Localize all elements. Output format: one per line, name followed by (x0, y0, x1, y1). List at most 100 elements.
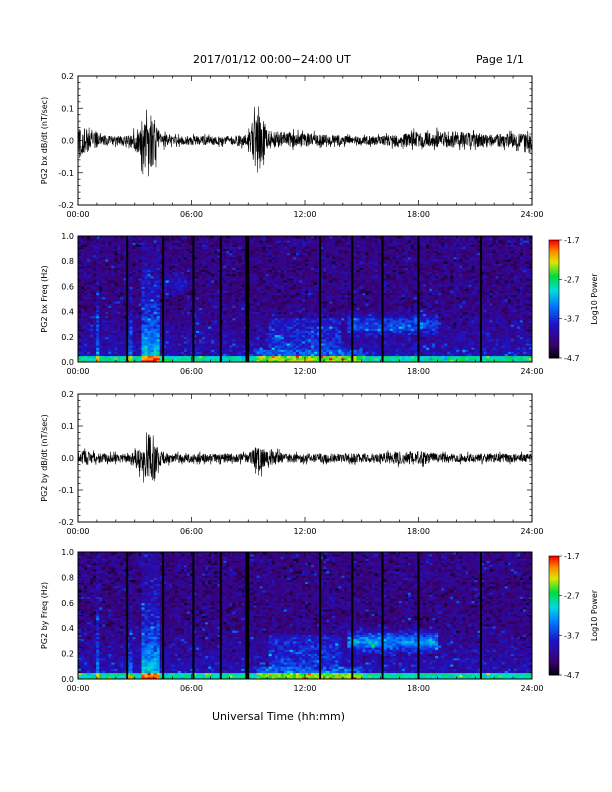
heatmap-cell (174, 248, 179, 252)
heatmap-cell (87, 317, 91, 321)
heatmap-cell (193, 290, 197, 294)
heatmap-cell (165, 315, 170, 319)
heatmap-cell (186, 273, 191, 277)
heatmap-cell (96, 282, 100, 285)
heatmap-cell (165, 309, 170, 312)
heatmap-cell (81, 299, 85, 302)
heatmap-cell (202, 353, 206, 357)
heatmap-cell (120, 309, 124, 312)
heatmap-cell (186, 334, 191, 338)
heatmap-cell (174, 282, 179, 285)
heatmap-cell (90, 250, 94, 254)
heatmap-cell (183, 355, 188, 359)
heatmap-cell (84, 322, 88, 325)
heatmap-cell (117, 246, 121, 249)
heatmap-cell (144, 347, 149, 350)
heatmap-cell (132, 271, 136, 275)
heatmap-cell (189, 259, 194, 262)
heatmap-cell (159, 309, 164, 312)
heatmap-cell (90, 330, 94, 333)
heatmap-cell (81, 349, 85, 352)
heatmap-cell (99, 278, 103, 281)
heatmap-cell (196, 309, 200, 312)
heatmap-cell (180, 299, 185, 302)
heatmap-cell (120, 336, 124, 340)
heatmap-cell (208, 317, 212, 321)
heatmap-cell (186, 345, 191, 348)
heatmap-cell (144, 355, 149, 359)
heatmap-cell (186, 336, 191, 340)
heatmap-cell (180, 317, 185, 321)
heatmap-cell (87, 275, 91, 279)
heatmap-cell (186, 301, 191, 304)
heatmap-cell (129, 311, 133, 315)
heatmap-cell (186, 267, 191, 270)
heatmap-cell (117, 248, 121, 252)
heatmap-cell (220, 303, 224, 306)
heatmap-cell (211, 351, 215, 354)
heatmap-cell (196, 334, 200, 338)
heatmap-cell (129, 263, 133, 266)
heatmap-cell (147, 244, 152, 247)
heatmap-cell (183, 324, 188, 327)
heatmap-cell (108, 269, 112, 273)
heatmap-cell (214, 273, 218, 277)
heatmap-cell (120, 284, 124, 287)
heatmap-cell (144, 334, 149, 338)
heatmap-cell (117, 317, 121, 321)
heatmap-cell (102, 250, 106, 254)
heatmap-cell (180, 242, 185, 245)
heatmap-cell (193, 269, 197, 273)
heatmap-cell (150, 288, 155, 291)
heatmap-cell (189, 313, 194, 317)
heatmap-cell (180, 267, 185, 270)
heatmap-cell (141, 254, 145, 258)
heatmap-cell (108, 275, 112, 279)
heatmap-cell (208, 351, 212, 354)
heatmap-cell (168, 246, 173, 249)
heatmap-cell (102, 252, 106, 256)
heatmap-cell (147, 351, 152, 354)
heatmap-cell (120, 286, 124, 289)
heatmap-cell (114, 353, 118, 357)
heatmap-cell (165, 252, 170, 256)
heatmap-cell (165, 359, 170, 363)
heatmap-cell (208, 296, 212, 300)
heatmap-cell (81, 322, 85, 325)
heatmap-cell (193, 254, 197, 258)
heatmap-cell (174, 290, 179, 294)
heatmap-cell (186, 294, 191, 298)
heatmap-cell (171, 357, 176, 361)
heatmap-cell (180, 265, 185, 268)
heatmap-cell (202, 345, 206, 348)
heatmap-cell (102, 355, 106, 359)
heatmap-cell (135, 315, 139, 319)
heatmap-cell (177, 267, 182, 270)
heatmap-cell (138, 334, 142, 338)
heatmap-cell (199, 353, 203, 357)
heatmap-cell (217, 286, 221, 289)
heatmap-cell (165, 353, 170, 357)
heatmap-cell (174, 236, 179, 239)
heatmap-cell (132, 317, 136, 321)
heatmap-cell (120, 278, 124, 281)
heatmap-cell (165, 240, 170, 243)
heatmap-cell (96, 248, 100, 252)
heatmap-cell (168, 292, 173, 296)
heatmap-cell (196, 341, 200, 344)
heatmap-cell (196, 250, 200, 254)
heatmap-cell (141, 332, 145, 336)
heatmap-cell (93, 345, 97, 348)
heatmap-cell (193, 315, 197, 319)
heatmap-cell (96, 254, 100, 258)
heatmap-cell (108, 288, 112, 291)
heatmap-cell (117, 303, 121, 306)
heatmap-cell (120, 347, 124, 350)
heatmap-cell (99, 341, 103, 344)
heatmap-cell (186, 240, 191, 243)
heatmap-cell (150, 359, 155, 363)
heatmap-cell (153, 248, 158, 252)
heatmap-cell (144, 275, 149, 279)
heatmap-cell (123, 330, 127, 333)
heatmap-cell (193, 347, 197, 350)
